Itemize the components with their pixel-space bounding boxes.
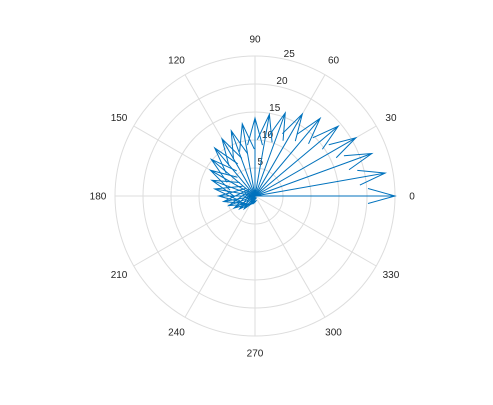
angle-label-210: 210 bbox=[111, 270, 128, 281]
radius-label-25: 25 bbox=[284, 49, 296, 60]
angle-label-180: 180 bbox=[90, 192, 107, 203]
compass-arrow-0 bbox=[255, 188, 397, 204]
compass-arrow-7 bbox=[254, 111, 286, 197]
grid-spoke-240 bbox=[184, 195, 256, 318]
compass-arrow-17 bbox=[212, 185, 256, 202]
compass-arrow-2 bbox=[254, 152, 374, 197]
compass-arrow-3 bbox=[254, 136, 358, 197]
compass-arrow-26 bbox=[253, 195, 257, 204]
compass-arrow-6 bbox=[254, 112, 304, 197]
radius-label-20: 20 bbox=[276, 76, 288, 87]
angle-label-120: 120 bbox=[168, 56, 185, 67]
compass-arrow-5 bbox=[254, 116, 322, 197]
grid-spoke-300 bbox=[254, 195, 326, 318]
radius-label-10: 10 bbox=[262, 130, 274, 141]
angle-label-30: 30 bbox=[385, 113, 397, 124]
angle-label-300: 300 bbox=[325, 327, 342, 338]
angle-label-240: 240 bbox=[168, 327, 185, 338]
radius-label-15: 15 bbox=[269, 103, 281, 114]
compass-arrow-9 bbox=[247, 116, 263, 196]
angle-tick-labels: 0 30 60 90 120 150 180 210 240 270 300 330 bbox=[90, 35, 416, 360]
angle-label-330: 330 bbox=[383, 270, 400, 281]
angle-label-270: 270 bbox=[247, 349, 264, 360]
angle-label-60: 60 bbox=[328, 56, 340, 67]
grid-spoke-330 bbox=[254, 195, 377, 267]
compass-arrow-4 bbox=[254, 124, 340, 197]
compass-arrow-1 bbox=[254, 169, 387, 197]
compass-arrow-10 bbox=[239, 121, 256, 197]
angle-label-0: 0 bbox=[409, 192, 415, 203]
compass-arrows bbox=[208, 111, 397, 211]
compass-arrow-12 bbox=[221, 137, 256, 197]
compass-arrow-8 bbox=[254, 112, 273, 197]
angle-label-90: 90 bbox=[249, 35, 261, 46]
angle-label-150: 150 bbox=[111, 113, 128, 124]
